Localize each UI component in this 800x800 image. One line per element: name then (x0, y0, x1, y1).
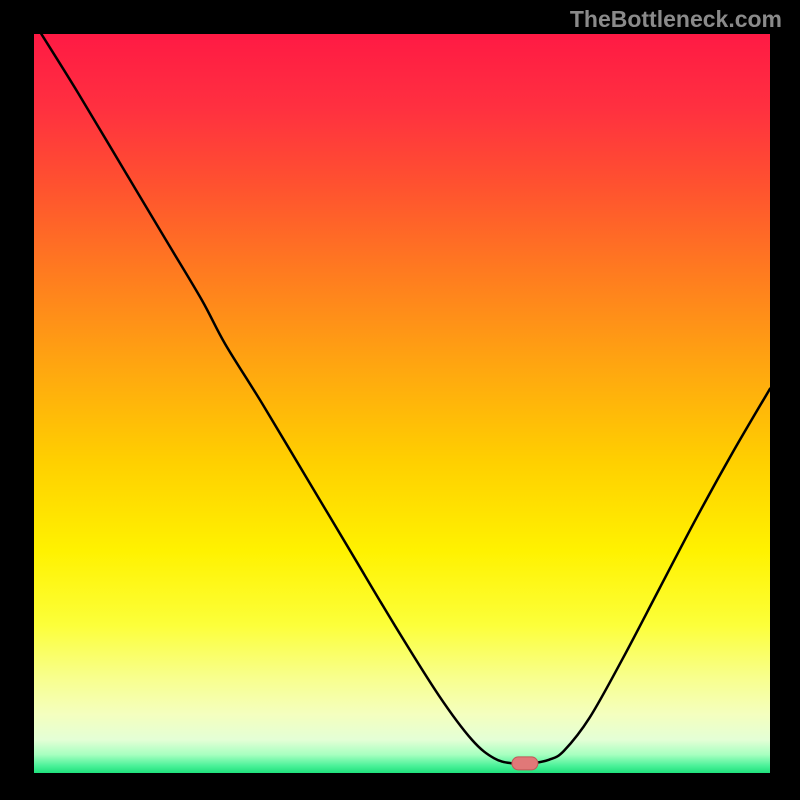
chart-svg (34, 34, 770, 773)
sweet-spot-marker[interactable] (512, 757, 538, 770)
watermark-text: TheBottleneck.com (570, 6, 782, 33)
plot-area (34, 34, 770, 773)
gradient-fill (34, 34, 770, 773)
